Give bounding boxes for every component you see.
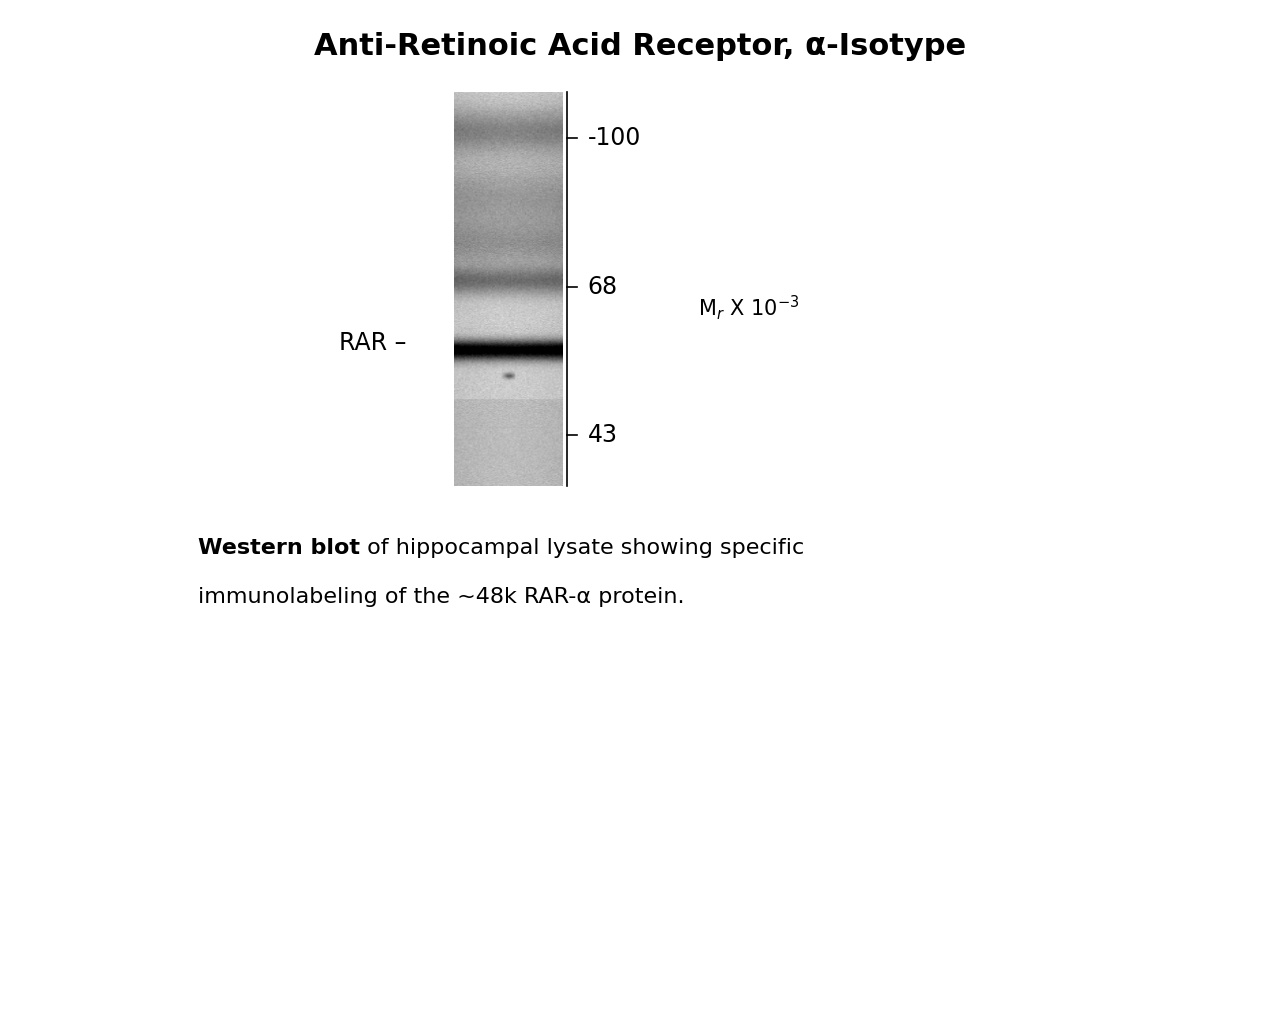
Text: of hippocampal lysate showing specific: of hippocampal lysate showing specific (361, 538, 805, 558)
Text: -100: -100 (588, 126, 641, 151)
Text: M$_r$ X 10$^{-3}$: M$_r$ X 10$^{-3}$ (698, 293, 799, 322)
Text: 43: 43 (588, 423, 617, 447)
Text: RAR –: RAR – (339, 331, 407, 355)
Text: Western blot: Western blot (198, 538, 361, 558)
Text: Anti-Retinoic Acid Receptor, α-Isotype: Anti-Retinoic Acid Receptor, α-Isotype (314, 32, 966, 60)
Text: immunolabeling of the ~48k RAR-α protein.: immunolabeling of the ~48k RAR-α protein… (198, 587, 685, 607)
Text: 68: 68 (588, 274, 618, 299)
